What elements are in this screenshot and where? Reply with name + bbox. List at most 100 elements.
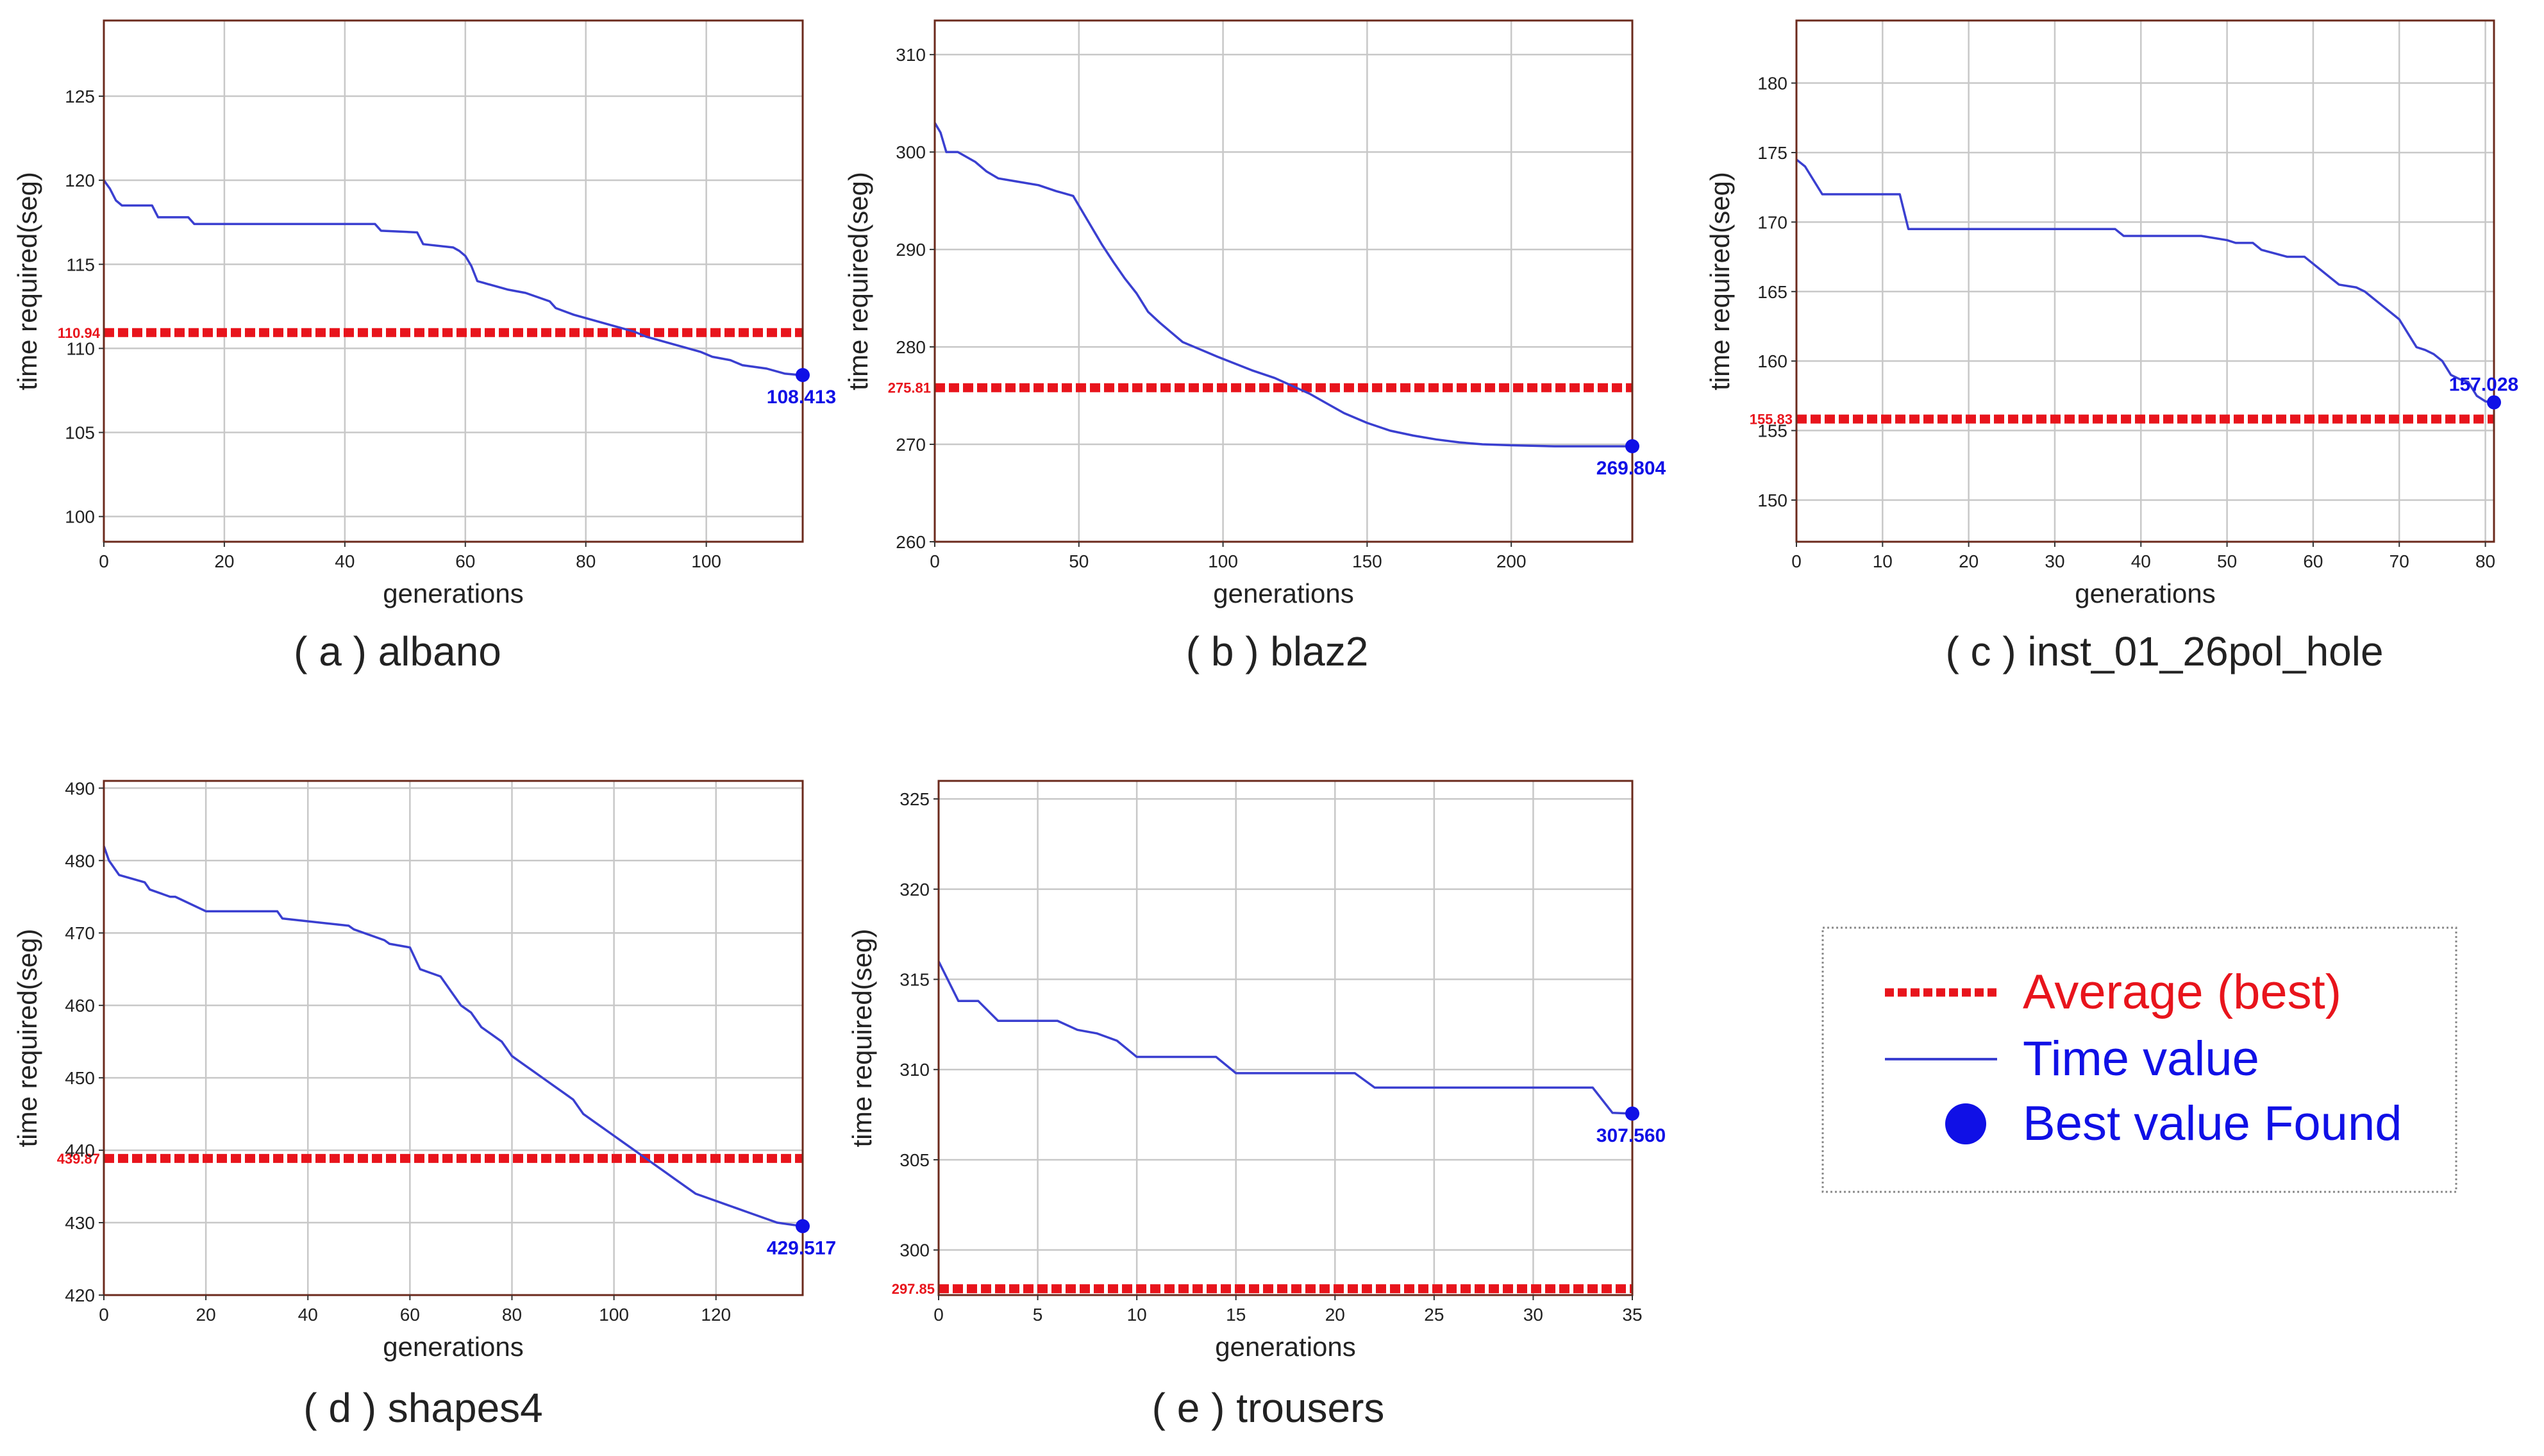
chart-caption: ( e ) trousers — [1152, 1385, 1385, 1431]
y-tick-label: 260 — [896, 532, 926, 552]
plot-frame — [933, 19, 1634, 543]
y-axis-label: time required(seg) — [12, 929, 42, 1148]
legend-best-label: Best value Found — [2023, 1096, 2402, 1151]
time-value-line — [937, 960, 1633, 1115]
x-tick-label: 60 — [455, 551, 475, 571]
legend-average-label: Average (best) — [2023, 965, 2341, 1019]
y-tick-label: 325 — [900, 789, 930, 809]
x-axis-label: generations — [1215, 1332, 1356, 1362]
x-tick-label: 25 — [1424, 1305, 1444, 1325]
y-tick-label: 175 — [1757, 143, 1787, 163]
legend: Average (best) Time value Best value Fou… — [1821, 926, 2457, 1193]
x-tick-label: 80 — [2475, 551, 2495, 571]
x-tick-label: 100 — [599, 1305, 629, 1325]
y-tick-label: 105 — [65, 423, 95, 443]
average-label: 439.87 — [57, 1151, 100, 1167]
best-value-marker — [1625, 1106, 1639, 1121]
y-tick-label: 290 — [896, 240, 926, 260]
plot-frame — [103, 19, 804, 543]
y-tick-label: 125 — [65, 87, 95, 106]
y-tick-label: 110 — [66, 339, 95, 358]
x-tick-label: 70 — [2389, 551, 2409, 571]
y-axis-label: time required(seg) — [12, 172, 42, 390]
y-tick-label: 310 — [900, 1060, 930, 1080]
y-tick-label: 310 — [896, 45, 926, 65]
y-axis-label: time required(seg) — [847, 929, 877, 1148]
y-tick-label: 320 — [900, 880, 930, 900]
chart-caption: ( d ) shapes4 — [303, 1385, 543, 1431]
best-value-label: 108.413 — [767, 387, 836, 408]
best-value-label: 307.560 — [1596, 1125, 1666, 1146]
x-tick-label: 60 — [400, 1305, 420, 1325]
x-tick-label: 10 — [1127, 1305, 1147, 1325]
y-tick-label: 170 — [1757, 212, 1787, 232]
x-tick-label: 0 — [99, 551, 109, 571]
time-value-line — [103, 180, 803, 377]
x-tick-label: 0 — [930, 551, 940, 571]
y-tick-label: 460 — [65, 996, 95, 1016]
y-tick-label: 420 — [65, 1285, 95, 1305]
x-tick-label: 50 — [2217, 551, 2237, 571]
y-tick-label: 450 — [65, 1068, 95, 1088]
best-value-label: 269.804 — [1596, 458, 1666, 479]
y-tick-label: 480 — [65, 851, 95, 871]
chart-panel-2: 155.83 0 10 20 30 40 50 60 70 80 150 155 160 165 170 17… — [1705, 19, 2518, 674]
y-tick-label: 155 — [1757, 421, 1787, 441]
average-label: 297.85 — [892, 1281, 935, 1297]
y-tick-label: 120 — [65, 171, 95, 190]
x-tick-label: 60 — [2303, 551, 2323, 571]
time-value-line — [103, 846, 803, 1228]
average-label: 110.94 — [58, 325, 101, 341]
best-value-label: 157.028 — [2449, 374, 2518, 396]
average-label: 275.81 — [888, 380, 931, 396]
legend-best-marker — [1945, 1103, 1986, 1144]
x-tick-label: 120 — [701, 1305, 731, 1325]
chart-panel-0: 110.94 0 20 40 60 80 100 100 105 110 115 120 125 gene… — [12, 19, 836, 674]
x-axis-label: generations — [383, 1332, 524, 1362]
chart-caption: ( a ) albano — [294, 628, 501, 674]
x-tick-label: 0 — [1791, 551, 1802, 571]
x-tick-label: 20 — [196, 1305, 216, 1325]
chart-caption: ( b ) blaz2 — [1186, 628, 1369, 674]
best-value-marker — [796, 368, 810, 383]
x-tick-label: 35 — [1622, 1305, 1642, 1325]
y-axis-label: time required(seg) — [843, 172, 873, 390]
y-tick-label: 315 — [900, 970, 930, 990]
y-tick-label: 270 — [896, 435, 926, 455]
y-tick-label: 300 — [896, 142, 926, 162]
y-tick-label: 430 — [65, 1213, 95, 1233]
y-tick-label: 180 — [1757, 74, 1787, 94]
x-tick-label: 10 — [1873, 551, 1893, 571]
x-tick-label: 0 — [933, 1305, 944, 1325]
x-tick-label: 80 — [576, 551, 596, 571]
x-axis-label: generations — [1213, 578, 1354, 608]
plot-frame — [1795, 19, 2495, 543]
best-value-marker — [796, 1219, 810, 1234]
x-tick-label: 40 — [335, 551, 355, 571]
x-tick-label: 200 — [1496, 551, 1527, 571]
y-tick-label: 150 — [1757, 490, 1787, 510]
time-value-line — [1795, 158, 2495, 404]
y-tick-label: 305 — [900, 1150, 930, 1170]
y-tick-label: 115 — [66, 255, 95, 274]
x-tick-label: 50 — [1069, 551, 1089, 571]
x-tick-label: 0 — [99, 1305, 109, 1325]
x-tick-label: 150 — [1352, 551, 1382, 571]
x-tick-label: 20 — [1325, 1305, 1345, 1325]
legend-time-label: Time value — [2023, 1032, 2259, 1086]
chart-panel-1: 275.81 0 50 100 150 200 260 270 280 290 300 310 gene… — [843, 19, 1666, 674]
y-tick-label: 280 — [896, 337, 926, 357]
chart-panel-4: 297.85 0 5 10 15 20 25 30 35 300 305 310 315 320 325 ge… — [847, 780, 1666, 1431]
chart-caption: ( c ) inst_01_26pol_hole — [1945, 628, 2383, 674]
x-tick-label: 80 — [502, 1305, 522, 1325]
y-tick-label: 100 — [65, 507, 95, 527]
x-axis-label: generations — [2075, 578, 2216, 608]
y-axis-label: time required(seg) — [1705, 172, 1735, 390]
x-tick-label: 20 — [214, 551, 234, 571]
x-tick-label: 15 — [1226, 1305, 1246, 1325]
x-tick-label: 5 — [1033, 1305, 1043, 1325]
x-tick-label: 40 — [298, 1305, 318, 1325]
y-tick-label: 165 — [1757, 282, 1787, 302]
chart-panel-3: 439.87 0 20 40 60 80 100 120 420 430 440 450 460 470 4… — [12, 778, 836, 1431]
